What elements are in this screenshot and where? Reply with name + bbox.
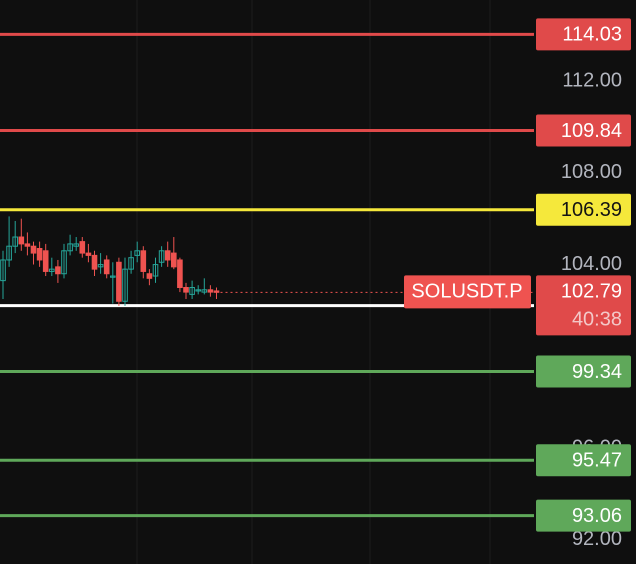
candle-body [97, 264, 104, 268]
level-label: 95.47 [572, 450, 622, 472]
symbol-label: SOLUSDT.P [411, 281, 522, 303]
candle-body [6, 245, 12, 261]
level-label-box [536, 499, 631, 532]
candle-body [146, 273, 153, 279]
candle-body [85, 252, 92, 256]
level-label: 99.34 [572, 361, 622, 383]
candle-body [164, 250, 171, 261]
candle-body [158, 250, 165, 263]
candle-body [24, 243, 31, 247]
y-tick-label: 112.00 [562, 69, 622, 91]
level-label-box [536, 355, 631, 388]
candle-body [18, 236, 25, 245]
candle-body [0, 259, 6, 282]
candle-body [189, 287, 195, 295]
level-label: 106.39 [561, 199, 622, 221]
candle-body [177, 259, 183, 289]
price-label: 102.79 [561, 281, 622, 303]
candle-body [61, 250, 67, 275]
candle-body [171, 252, 177, 268]
countdown-label: 40:38 [572, 309, 622, 331]
candle-body [195, 289, 201, 292]
candle-body [91, 254, 98, 270]
candle-body [30, 245, 37, 254]
candle-body [12, 236, 18, 247]
symbol-box [404, 275, 531, 309]
candle-body [55, 266, 61, 275]
level-label-box [536, 193, 631, 226]
candle-body [103, 259, 110, 275]
candle-body [213, 290, 220, 293]
level-label-box [536, 18, 631, 51]
y-tick-label: 108.00 [561, 161, 622, 183]
level-label-box [536, 444, 631, 477]
candle-body [134, 250, 140, 256]
candle-body [140, 250, 147, 272]
candle-body [73, 243, 80, 247]
candle-body [152, 264, 159, 277]
candle-body [183, 287, 189, 293]
y-tick-label: 92.00 [572, 528, 622, 550]
candle-body [36, 247, 43, 261]
candle-body [116, 261, 122, 302]
level-label-box [536, 114, 631, 147]
candle-body [201, 289, 208, 293]
price-box [536, 275, 631, 336]
y-tick-label: 104.00 [561, 253, 622, 275]
candle-body [110, 275, 116, 278]
level-label: 109.84 [561, 120, 622, 142]
candle-body [207, 289, 214, 293]
candle-body [79, 241, 86, 254]
candle-body [49, 268, 55, 272]
level-label: 93.06 [572, 505, 622, 527]
candle-body [67, 243, 73, 252]
candle-body [122, 268, 128, 302]
candle-body [42, 250, 49, 272]
level-label: 114.03 [562, 24, 622, 46]
candle-body [128, 257, 134, 270]
